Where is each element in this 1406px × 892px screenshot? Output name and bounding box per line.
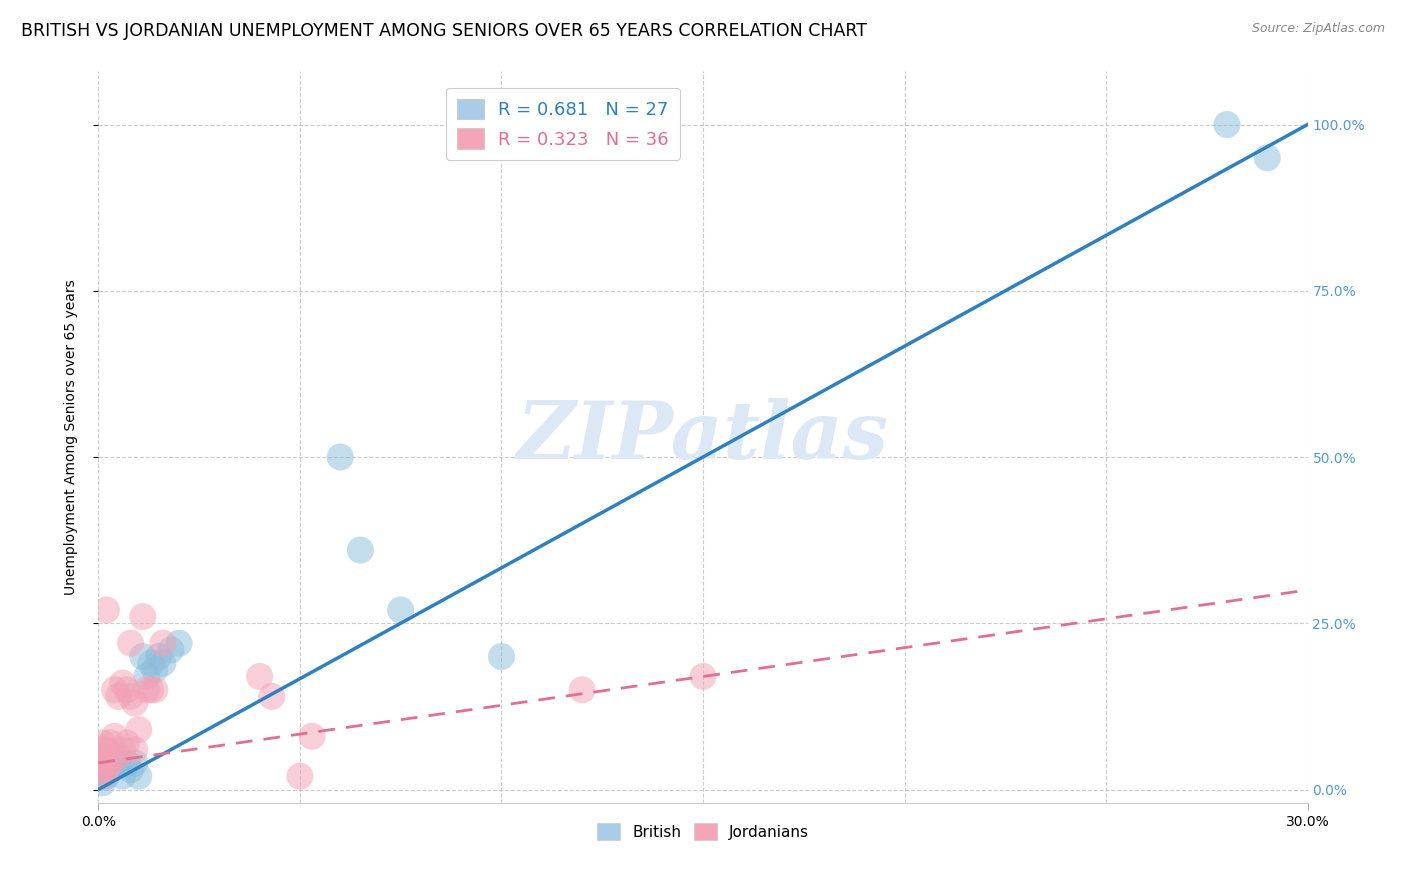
Point bbox=[152, 636, 174, 650]
Point bbox=[128, 723, 150, 737]
Text: ZIPatlas: ZIPatlas bbox=[517, 399, 889, 475]
Point bbox=[167, 636, 190, 650]
Point bbox=[148, 649, 170, 664]
Point bbox=[288, 769, 311, 783]
Point bbox=[132, 649, 155, 664]
Point bbox=[107, 690, 129, 704]
Point bbox=[103, 749, 125, 764]
Y-axis label: Unemployment Among Seniors over 65 years: Unemployment Among Seniors over 65 years bbox=[63, 279, 77, 595]
Point bbox=[111, 742, 134, 756]
Point bbox=[571, 682, 593, 697]
Point bbox=[115, 736, 138, 750]
Point bbox=[1256, 151, 1278, 165]
Point bbox=[139, 656, 162, 670]
Point bbox=[115, 756, 138, 770]
Point bbox=[692, 669, 714, 683]
Point bbox=[260, 690, 283, 704]
Point bbox=[301, 729, 323, 743]
Point bbox=[349, 543, 371, 558]
Point bbox=[103, 682, 125, 697]
Point bbox=[96, 603, 118, 617]
Point bbox=[249, 669, 271, 683]
Point bbox=[120, 690, 142, 704]
Point bbox=[111, 676, 134, 690]
Point bbox=[91, 742, 114, 756]
Point bbox=[491, 649, 513, 664]
Point bbox=[128, 769, 150, 783]
Point bbox=[124, 696, 146, 710]
Point bbox=[100, 736, 122, 750]
Point bbox=[135, 669, 157, 683]
Point bbox=[96, 756, 118, 770]
Point bbox=[111, 769, 134, 783]
Point bbox=[132, 609, 155, 624]
Point bbox=[96, 763, 118, 777]
Point bbox=[91, 776, 114, 790]
Point bbox=[91, 756, 114, 770]
Point bbox=[389, 603, 412, 617]
Point bbox=[143, 682, 166, 697]
Point bbox=[91, 763, 114, 777]
Point bbox=[100, 763, 122, 777]
Point bbox=[96, 769, 118, 783]
Point bbox=[91, 749, 114, 764]
Point bbox=[100, 756, 122, 770]
Point bbox=[139, 682, 162, 697]
Point bbox=[107, 756, 129, 770]
Point bbox=[96, 742, 118, 756]
Point bbox=[124, 742, 146, 756]
Point bbox=[103, 729, 125, 743]
Point bbox=[107, 749, 129, 764]
Point bbox=[91, 769, 114, 783]
Legend: British, Jordanians: British, Jordanians bbox=[591, 816, 815, 847]
Point bbox=[91, 736, 114, 750]
Point bbox=[124, 756, 146, 770]
Point bbox=[329, 450, 352, 464]
Text: Source: ZipAtlas.com: Source: ZipAtlas.com bbox=[1251, 22, 1385, 36]
Point bbox=[160, 643, 183, 657]
Point bbox=[115, 682, 138, 697]
Point bbox=[120, 763, 142, 777]
Point bbox=[135, 682, 157, 697]
Point bbox=[96, 756, 118, 770]
Text: BRITISH VS JORDANIAN UNEMPLOYMENT AMONG SENIORS OVER 65 YEARS CORRELATION CHART: BRITISH VS JORDANIAN UNEMPLOYMENT AMONG … bbox=[21, 22, 868, 40]
Point bbox=[91, 769, 114, 783]
Point bbox=[152, 656, 174, 670]
Point bbox=[91, 763, 114, 777]
Point bbox=[143, 663, 166, 677]
Point bbox=[1216, 118, 1239, 132]
Point bbox=[120, 636, 142, 650]
